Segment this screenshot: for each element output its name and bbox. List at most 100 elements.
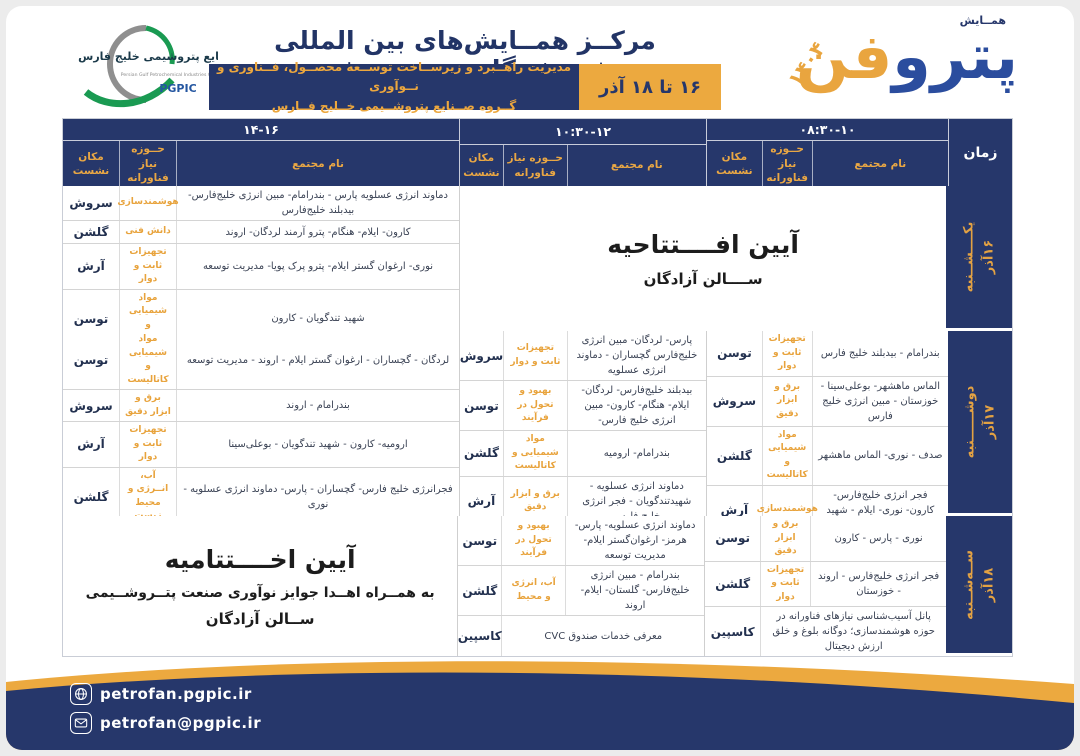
pgpic-abbr: PGPIC	[159, 82, 196, 95]
need-cell: بهبود و تحول در فرآیند	[501, 516, 565, 565]
footer-wave	[6, 661, 1074, 750]
closing-ceremony-title: آیین اخــــتتامیه	[164, 544, 356, 574]
email-text: petrofan@pgpic.ir	[100, 714, 262, 732]
email-link[interactable]: petrofan@pgpic.ir	[70, 712, 261, 734]
need-cell: برق و ابزار دقیق	[760, 516, 810, 561]
need-cell: مواد شیمیایی و کاتالیست	[761, 426, 812, 485]
table-row: فجر انرژی خلیج‌فارس - اروند - خوزستان تج…	[705, 561, 947, 607]
pgpic-green-wave	[83, 77, 175, 108]
need-cell: مواد شیمیایی و کاتالیست	[503, 431, 567, 476]
need-cell: آب، انرژی و محیط	[501, 566, 565, 615]
page-card: شرکت صنایع پتروشیمی خلیج فارس Persian Gu…	[6, 6, 1074, 750]
tuesday-slot2-block: دماوند انرژی عسلویه- پارس- هرمز- ارغوان‌…	[457, 516, 705, 656]
table-row: پارس- لردگان- مبین انرژی خلیج‌فارس گچسار…	[460, 331, 706, 381]
subheader-need: حــوزه نیاز فناورانه	[119, 141, 176, 186]
subheader-complex: نام مجتمع	[176, 141, 459, 186]
table-row: لردگان - گچساران - ارغوان گستر ایلام - ا…	[63, 331, 459, 390]
table-row: دماوند انرژی عسلویه پارس - بندرامام- مبی…	[63, 186, 459, 221]
petrofan-brand-blue: پترو	[892, 20, 1018, 93]
need-cell: تجهیزات ثابت و دوار	[119, 244, 176, 289]
table-header-row: زمان ۰۸:۳۰-۱۰ نام مجتمع حــوزه نیاز فناو…	[63, 119, 1012, 186]
venue-cell: کاسپین	[710, 624, 755, 639]
day-row-monday: دوشــــــنبه ۱۷آذر بندرامام - بیدبلند خل…	[63, 331, 1012, 558]
need-cell: برق و ابزار دقیق	[502, 476, 567, 526]
need-cell: بهبود و تحول در فرآیند	[503, 381, 567, 430]
complex-cell: الماس ماهشهر- بوعلی‌سینا - خوزستان - مبی…	[811, 376, 948, 426]
need-cell: تجهیزات ثابت و دوار	[761, 331, 812, 376]
opening-ceremony-title: آیین افــــتتاحیه	[607, 229, 799, 259]
petrofan-logo: همــایش پتروفن ۱۴۰۴	[768, 8, 1024, 118]
subheader-need: حــوزه نیاز فناورانه	[761, 141, 812, 186]
venue-cell: گلشن	[462, 583, 498, 598]
sunday-slot3-block: دماوند انرژی عسلویه پارس - بندرامام- مبی…	[63, 186, 459, 348]
complex-cell: کارون- ایلام- هنگام- پترو آرمند لردگان- …	[176, 221, 459, 243]
day-label-tuesday: ســه‌شــنبه ۱۸آذر	[946, 516, 1012, 656]
pgpic-fa-name: شرکت صنایع پتروشیمی خلیج فارس	[78, 50, 218, 63]
table-row: کارون- ایلام- هنگام- پترو آرمند لردگان- …	[63, 221, 459, 244]
subtitle-line2: گــروه صــنایع پتروشــیمی خــلیج فــارس	[271, 98, 517, 113]
day-date: ۱۸آذر	[981, 567, 997, 602]
website-text: petrofan.pgpic.ir	[100, 685, 252, 703]
petrofan-event-word: همــایش	[959, 14, 1006, 27]
table-row: بندرامام - مبین انرژی خلیج‌فارس- گلستان-…	[458, 566, 705, 616]
venue-cell: توسن	[73, 353, 109, 367]
venue-cell: توسن	[73, 311, 109, 326]
venue-cell: گلشن	[715, 576, 751, 591]
opening-ceremony-cell: آیین افــــتتاحیه ســــالن آزادگان	[459, 186, 947, 331]
contact-block: petrofan.pgpic.ir petrofan@pgpic.ir	[70, 683, 261, 734]
venue-cell: گلشن	[73, 225, 109, 239]
monday-slot2-block: پارس- لردگان- مبین انرژی خلیج‌فارس گچسار…	[459, 331, 706, 549]
day-name: دوشــــــنبه	[962, 385, 978, 459]
caspian-text: معرفی خدمات صندوق CVC	[501, 616, 704, 656]
pgpic-logo: شرکت صنایع پتروشیمی خلیج فارس Persian Gu…	[78, 25, 218, 108]
subheader-venue: مکان نشست	[463, 152, 500, 179]
table-row: صدف - نوری- الماس ماهشهر مواد شیمیایی و …	[707, 426, 948, 486]
time-column-header: زمان	[948, 119, 1012, 186]
event-date-badge: ۱۶ تا ۱۸ آذر	[579, 64, 721, 110]
complex-cell: دماوند انرژی عسلویه پارس - بندرامام- مبی…	[176, 186, 459, 220]
petrofan-brand: پتروفن	[796, 20, 1018, 94]
subheader-need: حــوزه نیاز فناورانه	[502, 145, 567, 186]
need-cell: تجهیزات ثابت و دوار	[503, 331, 567, 380]
petrofan-brand-gold: فن	[795, 20, 893, 93]
complex-cell: بیدبلند خلیج‌فارس- لردگان- ایلام- هنگام-…	[566, 381, 706, 430]
day-row-tuesday: ســه‌شــنبه ۱۸آذر نوری - پارس - کارون بر…	[63, 516, 1012, 656]
caspian-text: پانل آسیب‌شناسی نیازهای فناورانه در حوزه…	[760, 607, 946, 656]
subheader-complex: نام مجتمع	[566, 145, 706, 186]
complex-cell: فجرانرژی خلیج فارس- گچساران - پارس- دماو…	[176, 467, 459, 526]
need-cell: تجهیزات ثابت و دوار	[119, 422, 176, 467]
table-row: نوری- ارغوان گستر ایلام- پترو پرک پویا- …	[63, 244, 459, 290]
table-row-caspian: پانل آسیب‌شناسی نیازهای فناورانه در حوزه…	[705, 607, 946, 656]
closing-ceremony-subtitle: به همــراه اهــدا جوایز نوآوری صنعت پتــ…	[85, 585, 435, 602]
slot3-time-label: ۱۴-۱۶	[63, 119, 459, 142]
closing-ceremony-hall: ســالن آزادگان	[205, 610, 315, 629]
table-row: بندرامام- ارومیه مواد شیمیایی و کاتالیست…	[460, 431, 706, 477]
complex-cell: پارس- لردگان- مبین انرژی خلیج‌فارس گچسار…	[566, 331, 706, 380]
day-row-sunday: یکــــشــنبه ۱۶آذر آیین افــــتتاحیه ســ…	[63, 186, 1012, 348]
table-row-caspian: معرفی خدمات صندوق CVC کاسپین	[458, 616, 704, 656]
slot2-header: ۱۰:۳۰-۱۲ نام مجتمع حــوزه نیاز فناورانه …	[459, 119, 706, 186]
need-cell: دانش فنی	[119, 221, 176, 243]
need-cell: برق و ابزار دقیق	[761, 376, 812, 426]
venue-cell: گلشن	[464, 446, 499, 461]
venue-cell: سروش	[712, 394, 757, 408]
complex-cell: شهید تندگویان - کارون	[176, 289, 459, 348]
venue-cell: سروش	[459, 348, 504, 363]
table-row: دماوند انرژی عسلویه- پارس- هرمز- ارغوان‌…	[458, 516, 705, 566]
venue-cell: آرش	[720, 503, 749, 517]
day-name: ســه‌شــنبه	[961, 549, 977, 620]
website-link[interactable]: petrofan.pgpic.ir	[70, 683, 261, 705]
venue-cell: آرش	[77, 259, 105, 274]
monday-slot1-block: بندرامام - بیدبلند خلیج فارس تجهیزات ثاب…	[706, 331, 948, 558]
table-row: بیدبلند خلیج‌فارس- لردگان- ایلام- هنگام-…	[460, 381, 706, 431]
venue-cell: توسن	[464, 398, 499, 413]
slot2-time-label: ۱۰:۳۰-۱۲	[460, 119, 706, 145]
schedule-table: زمان ۰۸:۳۰-۱۰ نام مجتمع حــوزه نیاز فناو…	[62, 118, 1013, 657]
complex-cell: دماوند انرژی عسلویه- پارس- هرمز- ارغوان‌…	[564, 516, 704, 565]
complex-cell: صدف - نوری- الماس ماهشهر	[811, 426, 948, 485]
footer-navy-band	[6, 672, 1074, 750]
closing-ceremony-cell: آیین اخــــتتامیه به همــراه اهــدا جوای…	[63, 516, 458, 656]
table-row: نوری - پارس - کارون برق و ابزار دقیق توس…	[705, 516, 947, 562]
venue-cell: سروش	[69, 398, 113, 413]
subheader-complex: نام مجتمع	[811, 141, 948, 186]
